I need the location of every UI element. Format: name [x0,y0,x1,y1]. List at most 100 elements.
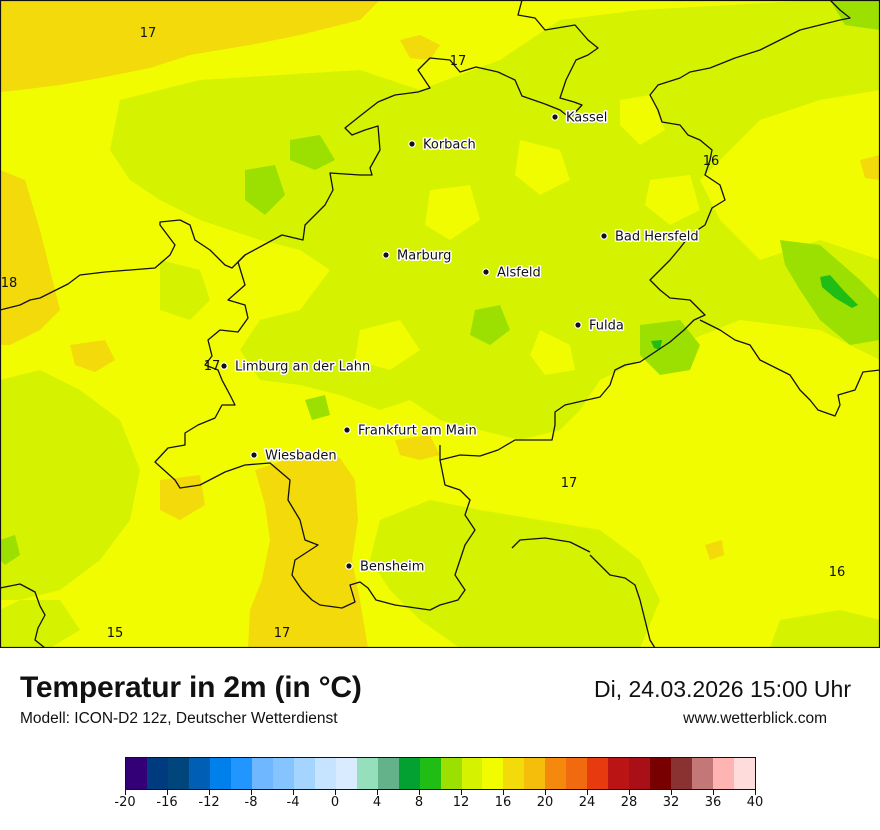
city-marker: Korbach [408,136,477,154]
city-marker: Kassel [551,109,609,127]
city-label: Korbach [423,138,476,153]
temperature-value-label: 16 [829,565,846,580]
colorbar-segment [461,758,483,789]
city-dot-icon [600,232,608,240]
colorbar-tick-label: 20 [536,795,554,810]
forecast-datetime: Di, 24.03.2026 15:00 Uhr [593,676,851,702]
temperature-colorbar [125,757,756,790]
city-dot-icon [343,426,351,434]
colorbar-segment [167,758,189,789]
city-label: Bensheim [360,560,424,575]
colorbar-tick [209,790,210,795]
city-marker: Bensheim [345,558,426,576]
colorbar-tick [461,790,462,795]
colorbar-tick [587,790,588,795]
colorbar-tick-label: -8 [244,795,258,810]
colorbar-tick [335,790,336,795]
colorbar-segment [650,758,672,789]
colorbar-tick [293,790,294,795]
city-dot-icon [574,321,582,329]
website-link[interactable]: www.wetterblick.com [683,710,827,727]
temperature-value-label: 15 [107,626,124,641]
colorbar-segment [503,758,525,789]
city-dot-icon [408,140,416,148]
city-label: Frankfurt am Main [358,424,477,439]
colorbar-segment [608,758,630,789]
city-label: Marburg [397,249,451,264]
colorbar-tick [671,790,672,795]
temperature-value-labels: 17 17 16 18 17 17 16 15 17 [1,26,846,641]
colorbar-segment [272,758,294,789]
model-info: Modell: ICON-D2 12z, Deutscher Wetterdie… [20,710,338,727]
colorbar-segment [482,758,504,789]
city-dot-icon [345,562,353,570]
temperature-value-label: 17 [140,26,157,41]
city-dot-icon [482,268,490,276]
colorbar-segment [440,758,462,789]
colorbar-segment [356,758,378,789]
colorbar-segment [146,758,168,789]
colorbar-segment [713,758,735,789]
city-dot-icon [220,362,228,370]
colorbar-segment [188,758,210,789]
colorbar-tick [629,790,630,795]
colorbar-tick [545,790,546,795]
state-borders [0,0,880,648]
colorbar-tick-label: 8 [414,795,424,810]
colorbar-segment [398,758,420,789]
colorbar-tick [125,790,126,795]
temperature-value-label: 16 [703,154,720,169]
temperature-map: Kassel Korbach Bad Hersfeld Marburg Alsfeld F… [0,0,880,648]
colorbar-tick [419,790,420,795]
colorbar-tick-label: 28 [620,795,638,810]
city-marker: Frankfurt am Main [343,422,478,440]
colorbar-tick-label: 24 [578,795,596,810]
city-dot-icon [250,451,258,459]
colorbar-tick-label: 4 [372,795,382,810]
colorbar-segment [377,758,399,789]
colorbar-segment [587,758,609,789]
colorbar-tick-labels: -20 -16 -12 -8 -4 0 4 8 12 16 20 24 28 32 36 40 [114,790,763,820]
colorbar-segment [629,758,651,789]
colorbar-segment [524,758,546,789]
city-dot-icon [382,251,390,259]
colorbar-segment [335,758,357,789]
colorbar-segment [314,758,336,789]
city-markers: Kassel Korbach Bad Hersfeld Marburg Alsfeld F… [220,109,700,576]
colorbar-tick [377,790,378,795]
colorbar-segment [126,758,147,789]
city-marker: Limburg an der Lahn [220,358,372,376]
city-label: Wiesbaden [265,449,337,464]
colorbar-tick-label: 32 [662,795,680,810]
city-label: Fulda [589,319,624,334]
colorbar-tick-label: 16 [494,795,512,810]
colorbar-tick-label: -16 [156,795,178,810]
colorbar-segment [230,758,252,789]
islands-16c [355,95,860,375]
warm-zones-17c [0,0,880,648]
colorbar-tick-label: -4 [286,795,300,810]
city-label: Kassel [566,111,607,126]
colorbar-tick-label: 40 [746,795,764,810]
cool-zones-12c [651,275,858,350]
colorbar-tick [755,790,756,795]
city-marker: Alsfeld [482,264,542,282]
city-marker: Marburg [382,247,453,265]
colorbar-segment [734,758,756,789]
colorbar-segment [671,758,693,789]
colorbar-segment [545,758,567,789]
temperature-value-label: 18 [1,276,18,291]
colorbar-tick [251,790,252,795]
temperature-value-label: 17 [561,476,578,491]
colorbar-segment [566,758,588,789]
colorbar-tick-label: 12 [452,795,470,810]
temperature-value-label: 17 [450,54,467,69]
colorbar-tick-label: 36 [704,795,722,810]
colorbar-tick-label: -20 [114,795,136,810]
temperature-value-label: 17 [204,359,221,374]
chart-title: Temperatur in 2m (in °C) [20,671,362,704]
colorbar-segment [209,758,231,789]
city-marker: Wiesbaden [250,447,338,465]
colorbar-tick [167,790,168,795]
colorbar-segment [419,758,441,789]
